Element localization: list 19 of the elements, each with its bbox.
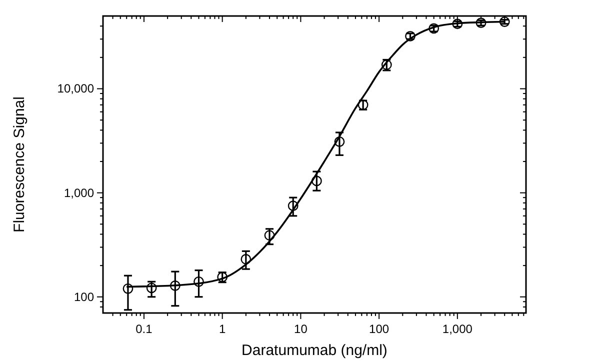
point	[264, 230, 275, 241]
point	[146, 282, 157, 294]
y-tick-label: 100	[74, 290, 94, 304]
point	[240, 254, 252, 264]
x-tick-label: 1	[218, 322, 226, 336]
x-tick-label: 1,000	[442, 322, 473, 336]
y-tick-label: 1,000	[64, 186, 94, 200]
x-tick-label: 100	[369, 322, 390, 336]
point	[311, 176, 322, 186]
point	[122, 283, 134, 294]
y-axis-title: Fluorescence Signal	[11, 96, 28, 232]
x-tick-label: 10	[294, 322, 308, 336]
point	[334, 136, 345, 147]
point	[194, 276, 204, 287]
point	[288, 200, 298, 212]
y-tick-label: 10,000	[57, 82, 94, 96]
point	[170, 280, 180, 291]
x-tick-label: 0.1	[136, 322, 153, 336]
x-axis-title: Daratumumab (ng/ml)	[242, 342, 388, 359]
